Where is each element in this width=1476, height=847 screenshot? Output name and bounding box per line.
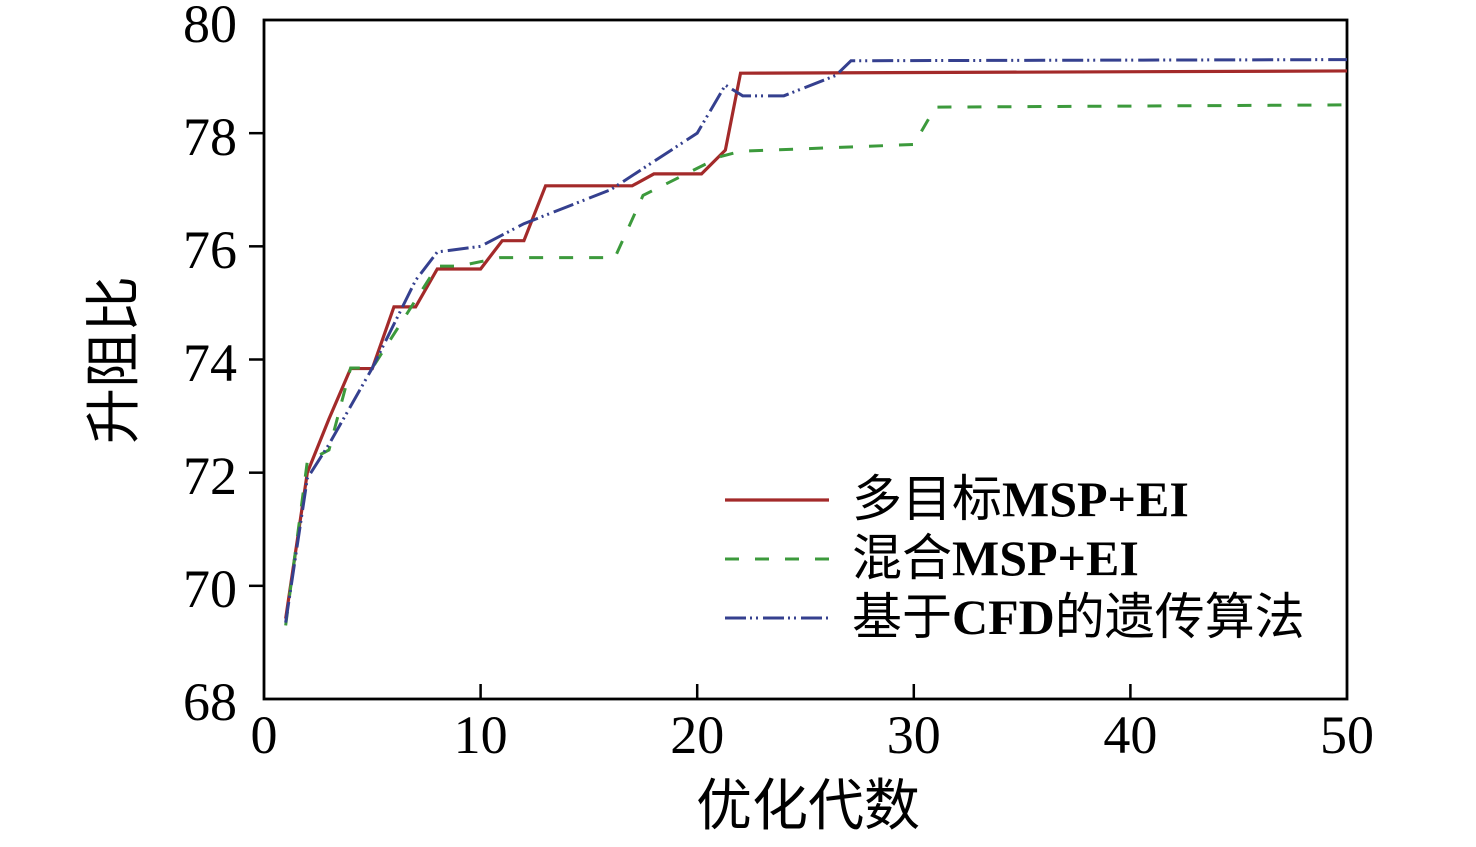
svg-text:72: 72: [183, 446, 237, 506]
svg-text:76: 76: [183, 220, 237, 280]
svg-text:升阻比: 升阻比: [84, 276, 146, 444]
svg-text:混合MSP+EI: 混合MSP+EI: [852, 530, 1139, 586]
svg-text:50: 50: [1320, 705, 1374, 765]
svg-text:80: 80: [183, 0, 237, 54]
svg-text:70: 70: [183, 559, 237, 619]
svg-text:40: 40: [1103, 705, 1157, 765]
svg-text:10: 10: [454, 705, 508, 765]
svg-text:74: 74: [183, 333, 237, 393]
svg-text:优化代数: 优化代数: [696, 776, 920, 838]
svg-text:78: 78: [183, 107, 237, 167]
svg-text:0: 0: [251, 705, 278, 765]
svg-text:68: 68: [183, 672, 237, 732]
svg-text:30: 30: [887, 705, 941, 765]
svg-text:基于CFD的遗传算法: 基于CFD的遗传算法: [852, 589, 1305, 645]
svg-text:多目标MSP+EI: 多目标MSP+EI: [852, 471, 1189, 527]
svg-text:20: 20: [670, 705, 724, 765]
